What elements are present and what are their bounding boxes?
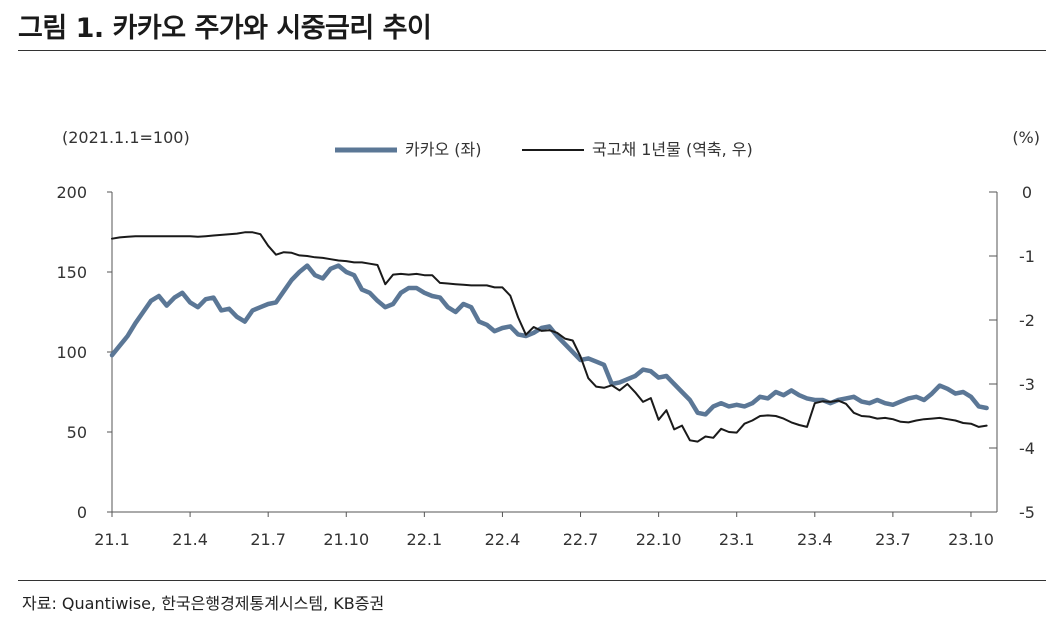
x-tick-label: 23.7 xyxy=(875,530,911,549)
kakao-series-line xyxy=(109,263,989,417)
right-tick-label: -1 xyxy=(1019,247,1035,266)
series-lines xyxy=(109,231,989,443)
x-tick-label: 22.7 xyxy=(563,530,599,549)
legend-kakao-label: 카카오 (좌) xyxy=(405,140,481,159)
right-tick-label: -5 xyxy=(1019,503,1035,522)
x-tick-label: 22.1 xyxy=(407,530,443,549)
x-tick-label: 23.10 xyxy=(948,530,994,549)
x-tick-label: 23.4 xyxy=(797,530,833,549)
left-tick-label: 50 xyxy=(67,423,87,442)
right-axis-ticks: 0 -1 -2 -3 -4 -5 xyxy=(989,183,1035,522)
left-tick-label: 100 xyxy=(56,343,87,362)
x-tick-label: 21.7 xyxy=(250,530,286,549)
left-tick-label: 150 xyxy=(56,263,87,282)
dual-axis-line-chart: (2021.1.1=100) (%) 카카오 (좌) 국고채 1년물 (역축, … xyxy=(56,128,1040,549)
right-tick-label: -3 xyxy=(1019,375,1035,394)
left-axis-label: (2021.1.1=100) xyxy=(62,128,190,147)
left-tick-label: 0 xyxy=(77,503,87,522)
source-note: 자료: Quantiwise, 한국은행경제통계시스템, KB증권 xyxy=(22,594,385,613)
page-title: 그림 1. 카카오 주가와 시중금리 추이 xyxy=(18,13,432,44)
x-tick-label: 22.10 xyxy=(636,530,682,549)
x-axis-ticks: 21.1 21.4 21.7 21.10 22.1 22.4 22.7 22.10 23.1 23… xyxy=(94,512,994,549)
right-axis-label: (%) xyxy=(1012,128,1040,147)
right-tick-label: -4 xyxy=(1019,439,1035,458)
legend-bond-label: 국고채 1년물 (역축, 우) xyxy=(592,140,753,159)
footer-divider xyxy=(18,580,1046,581)
bond-yield-series-line xyxy=(111,231,988,443)
right-tick-label: 0 xyxy=(1022,183,1032,202)
left-axis-ticks: 0 50 100 150 200 xyxy=(56,183,112,522)
right-tick-label: -2 xyxy=(1019,311,1035,330)
x-tick-label: 21.4 xyxy=(172,530,208,549)
title-divider xyxy=(18,50,1046,51)
left-tick-label: 200 xyxy=(56,183,87,202)
x-tick-label: 21.1 xyxy=(94,530,130,549)
axes xyxy=(111,192,998,513)
x-tick-label: 22.4 xyxy=(485,530,521,549)
x-tick-label: 23.1 xyxy=(719,530,755,549)
x-tick-label: 21.10 xyxy=(323,530,369,549)
